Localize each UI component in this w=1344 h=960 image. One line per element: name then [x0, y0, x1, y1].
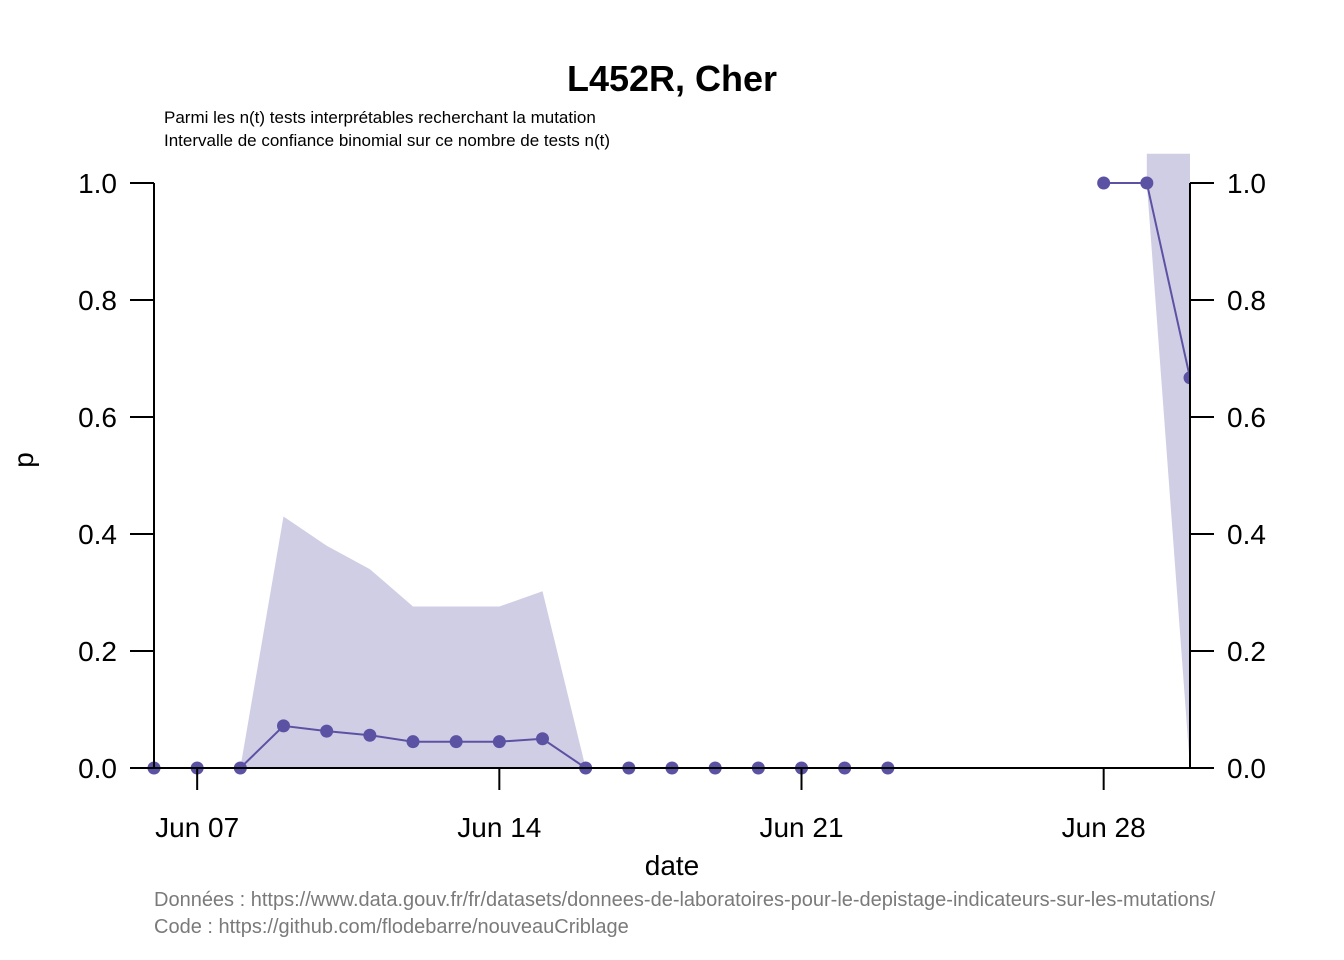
y-tick-label-right: 0.2	[1227, 636, 1266, 667]
data-point	[1183, 371, 1190, 385]
x-axis-title: date	[645, 850, 700, 881]
y-tick-label-left: 0.8	[78, 285, 117, 316]
y-axis-title: p	[8, 452, 39, 468]
data-point	[492, 735, 506, 749]
y-tick-label-right: 0.4	[1227, 519, 1266, 550]
plot-area	[147, 153, 1190, 775]
y-tick-label-left: 0.6	[78, 402, 117, 433]
data-point	[320, 724, 334, 738]
x-tick-label: Jun 07	[155, 812, 239, 843]
y-axis-right: 0.0 0.2 0.4 0.6 0.8 1.0	[1189, 168, 1266, 784]
y-tick-label-left: 0.2	[78, 636, 117, 667]
data-point	[277, 719, 290, 733]
data-point	[449, 735, 463, 749]
x-tick-label: Jun 21	[759, 812, 843, 843]
data-point	[406, 735, 420, 749]
data-point	[1140, 176, 1154, 190]
y-axis-left: 0.0 0.2 0.4 0.6 0.8 1.0	[78, 168, 155, 784]
confidence-ribbon-2	[1146, 153, 1190, 769]
y-tick-label-left: 1.0	[78, 168, 117, 199]
data-point	[536, 732, 549, 746]
chart-title: L452R, Cher	[567, 58, 777, 99]
data-point	[1097, 176, 1111, 190]
x-tick-label: Jun 14	[457, 812, 541, 843]
confidence-ribbon-1	[154, 516, 888, 768]
x-axis: Jun 07 Jun 14 Jun 21 Jun 28	[154, 767, 1190, 843]
x-tick-label: Jun 28	[1062, 812, 1146, 843]
y-tick-label-right: 1.0	[1227, 168, 1266, 199]
chart-subtitle-line-1: Parmi les n(t) tests interprétables rech…	[164, 108, 596, 127]
y-tick-label-right: 0.0	[1227, 753, 1266, 784]
code-source-caption: Code : https://github.com/flodebarre/nou…	[154, 916, 629, 938]
chart-subtitle-line-2: Intervalle de confiance binomial sur ce …	[164, 131, 610, 150]
y-tick-label-right: 0.8	[1227, 285, 1266, 316]
y-tick-label-right: 0.6	[1227, 402, 1266, 433]
confidence-ribbons	[154, 153, 1190, 769]
y-tick-label-left: 0.4	[78, 519, 117, 550]
y-tick-label-left: 0.0	[78, 753, 117, 784]
data-source-caption: Données : https://www.data.gouv.fr/fr/da…	[154, 889, 1216, 911]
data-point	[363, 728, 377, 742]
